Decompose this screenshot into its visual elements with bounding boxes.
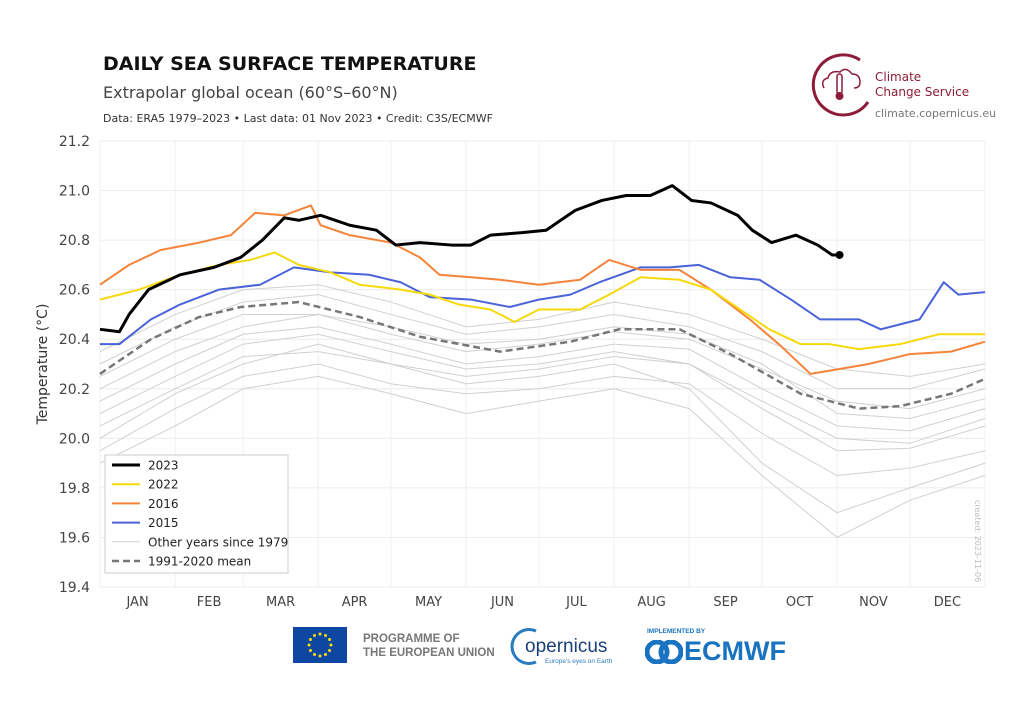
y-tick-label: 20.0 (59, 431, 90, 447)
last-data-point (835, 250, 844, 259)
x-tick-label: OCT (786, 595, 813, 610)
eu-star-icon (324, 633, 327, 637)
data-credit: Data: ERA5 1979–2023 • Last data: 01 Nov… (103, 112, 493, 125)
eu-star-icon (318, 654, 322, 658)
other-year-line (99, 333, 986, 444)
other-year-line (99, 351, 986, 452)
y-tick-label: 19.8 (59, 481, 90, 497)
eu-star-icon (328, 638, 332, 641)
eu-star-icon (308, 649, 312, 652)
legend-label: 2022 (148, 478, 179, 492)
x-tick-label: MAY (415, 595, 442, 610)
other-year-line (99, 363, 986, 477)
x-tick-label: JUN (490, 595, 514, 610)
y-tick-label: 20.8 (59, 233, 90, 249)
series-line-2016 (99, 204, 986, 375)
legend-label: 2016 (148, 497, 179, 511)
series-line-1991-2020-mean (99, 300, 986, 410)
x-tick-label: AUG (637, 595, 665, 610)
eu-programme-line1: PROGRAMME OF (363, 633, 460, 645)
y-tick-label: 19.6 (59, 530, 90, 546)
x-tick-label: JUL (565, 595, 587, 610)
y-tick-label: 21.2 (59, 134, 90, 150)
x-tick-label: DEC (934, 595, 961, 610)
series-line-2022 (99, 251, 985, 351)
other-year-line (99, 313, 986, 410)
x-tick-label: NOV (859, 595, 888, 610)
eu-flag-icon (293, 627, 347, 663)
chart-title: DAILY SEA SURFACE TEMPERATURE (103, 53, 477, 75)
legend-label: 1991-2020 mean (148, 555, 251, 569)
logo-line1: Climate (875, 70, 922, 84)
other-year-line (99, 375, 986, 539)
other-year-line (99, 343, 986, 514)
copernicus-logo: opernicus (525, 636, 608, 657)
y-tick-label: 20.6 (59, 283, 90, 299)
x-tick-label: SEP (713, 595, 737, 610)
legend-box (104, 454, 289, 574)
series-line-2015 (100, 263, 986, 346)
logo-url[interactable]: climate.copernicus.eu (875, 107, 997, 120)
chart-subtitle: Extrapolar global ocean (60°S–60°N) (103, 83, 398, 102)
legend-label: 2023 (148, 459, 179, 473)
logo-line2: Change Service (875, 85, 970, 99)
x-tick-label: JAN (125, 595, 148, 610)
eu-star-icon (324, 653, 327, 657)
eu-star-icon (313, 633, 316, 637)
y-axis-label: Temperature (°C) (35, 304, 51, 426)
y-tick-label: 20.4 (59, 332, 90, 348)
series-line-2023 (99, 184, 840, 334)
other-year-line (99, 294, 986, 390)
legend-label: Other years since 1979 (148, 535, 288, 549)
copernicus-arc-icon (510, 628, 537, 665)
eu-star-icon (308, 638, 312, 641)
implemented-by: IMPLEMENTED BY (647, 628, 706, 635)
eu-star-icon (329, 643, 333, 647)
other-year-line (99, 326, 986, 432)
eu-programme-line2: THE EUROPEAN UNION (363, 647, 495, 659)
y-tick-label: 21.0 (59, 184, 90, 200)
copernicus-tagline: Europe's eyes on Earth (545, 658, 613, 665)
eu-star-icon (313, 653, 316, 657)
y-tick-label: 19.4 (59, 580, 90, 596)
legend-label: 2015 (148, 516, 179, 530)
c3s-logo-icon (811, 53, 870, 117)
other-year-line (99, 313, 986, 420)
ecmwf-logo: ECMWF (684, 636, 786, 666)
ecmwf-symbol-icon (645, 640, 683, 664)
eu-star-icon (318, 632, 322, 636)
created-date: created: 2023-11-06 (973, 500, 982, 583)
eu-star-icon (307, 643, 311, 647)
x-tick-label: APR (342, 595, 368, 610)
y-tick-label: 20.2 (59, 382, 90, 398)
eu-star-icon (328, 649, 332, 652)
x-tick-label: MAR (266, 595, 295, 610)
x-tick-label: FEB (197, 595, 222, 610)
